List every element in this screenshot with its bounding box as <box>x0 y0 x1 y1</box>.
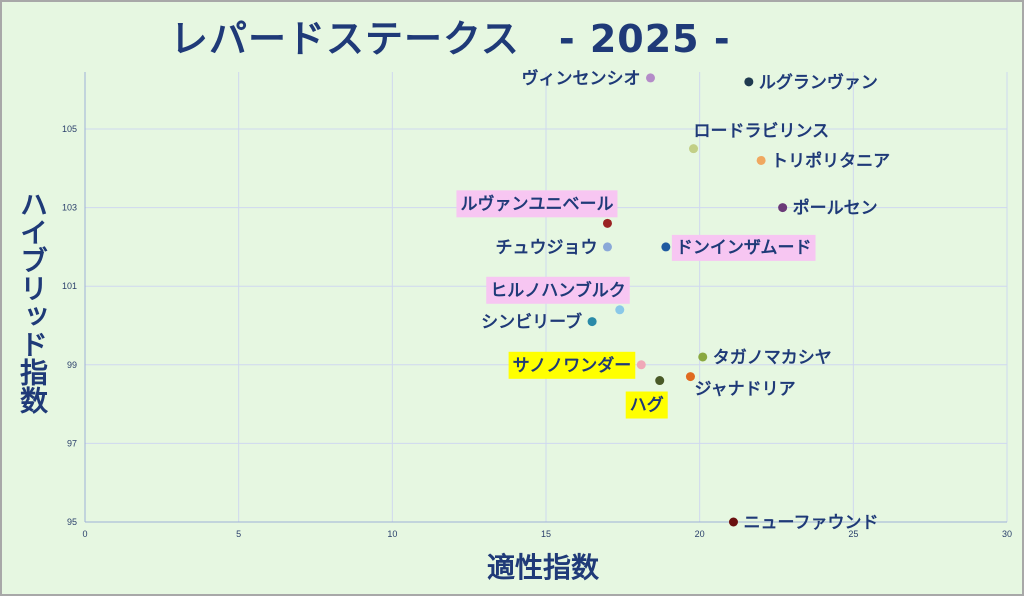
label-highlight <box>508 351 636 379</box>
y-tick-label: 99 <box>67 360 77 370</box>
y-axis-label: ハイブリッド指数 <box>16 190 49 414</box>
x-tick-label: 0 <box>82 529 87 539</box>
x-tick-label: 5 <box>236 529 241 539</box>
point-label: ドンインザムード <box>676 238 812 258</box>
data-point <box>636 360 646 370</box>
label-highlight <box>456 190 618 218</box>
data-point <box>645 73 655 83</box>
point-label: チュウジョウ <box>495 238 597 258</box>
data-point <box>778 203 788 213</box>
point-label: ニューファウンド <box>743 513 878 533</box>
point-label: ヴィンセンシオ <box>521 68 640 89</box>
data-point <box>744 77 754 87</box>
point-label: ロードラビリンス <box>694 122 830 142</box>
data-point <box>655 376 665 386</box>
point-label: サノノワンダー <box>513 355 632 376</box>
data-point <box>661 242 671 252</box>
y-tick-label: 103 <box>62 203 77 213</box>
point-label: トリポリタニア <box>771 150 890 171</box>
data-point <box>698 352 708 362</box>
point-label: ルヴァンユニベール <box>460 193 613 214</box>
y-tick-label: 95 <box>67 517 77 527</box>
data-point <box>756 155 766 165</box>
data-point <box>602 218 612 228</box>
point-label: ヒルノハンブルク <box>490 280 626 301</box>
data-point <box>689 144 699 154</box>
data-point <box>587 317 597 327</box>
label-highlight <box>671 234 816 261</box>
x-tick-label: 15 <box>541 529 551 539</box>
point-label: ハグ <box>630 395 664 416</box>
data-point <box>685 372 695 382</box>
point-label: シンビリーブ <box>481 312 582 333</box>
data-point <box>615 305 625 315</box>
y-tick-label: 101 <box>62 281 77 291</box>
data-point <box>602 242 612 252</box>
x-tick-label: 30 <box>1002 529 1012 539</box>
point-label: タガノマカシヤ <box>713 348 832 368</box>
point-label: ルグランヴァン <box>759 72 878 93</box>
x-tick-label: 10 <box>387 529 397 539</box>
data-point <box>728 517 738 527</box>
point-label: ジャナドリア <box>694 380 795 400</box>
label-highlight <box>486 276 630 304</box>
y-tick-label: 105 <box>62 124 77 134</box>
x-axis-label: 適性指数 <box>487 551 600 584</box>
chart-title: レパードステークス - 2025 - <box>170 17 731 61</box>
y-tick-label: 97 <box>67 438 77 448</box>
x-tick-label: 20 <box>695 529 705 539</box>
x-tick-label: 25 <box>848 529 858 539</box>
label-highlight <box>625 391 668 419</box>
point-label: ポールセン <box>793 198 878 219</box>
